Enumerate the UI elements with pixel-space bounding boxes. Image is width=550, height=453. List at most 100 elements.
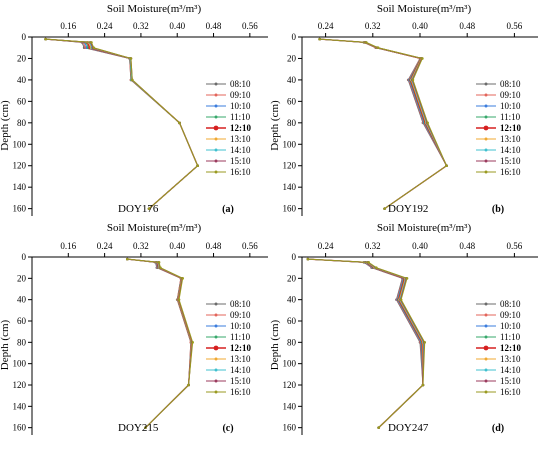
legend-label: 09:10 [230, 90, 251, 100]
legend-label: 10:10 [230, 101, 251, 111]
series-line-0910 [45, 38, 199, 210]
series-line-1310 [45, 38, 199, 210]
y-tick-label: 80 [287, 337, 297, 347]
x-tick-label: 0.48 [206, 241, 222, 251]
y-tick-label: 60 [17, 96, 27, 106]
chart-panel-2: Soil Moisture(m³/m³) 0.24 0.32 0.40 0.48 0.56… [269, 3, 538, 216]
legend-label: 09:10 [230, 310, 251, 320]
x-tick-label: 0.32 [133, 241, 149, 251]
legend-label: 13:10 [500, 134, 521, 144]
legend-label: 09:10 [500, 310, 521, 320]
legend-swatch-marker [484, 93, 488, 97]
y-tick-label: 80 [17, 337, 27, 347]
series-point [376, 46, 380, 50]
legend-swatch-marker [214, 148, 218, 152]
series-point [178, 121, 181, 125]
legend-label: 12:10 [500, 123, 521, 133]
x-tick-label: 0.16 [60, 241, 76, 251]
legend-swatch-marker [484, 324, 488, 328]
legend-swatch-marker [214, 357, 218, 361]
series-line-1610 [45, 38, 199, 210]
series-point [181, 277, 184, 280]
series-point [383, 207, 386, 210]
legend-label: 11:10 [230, 332, 251, 342]
doy-annotation: DOY215 [118, 422, 159, 434]
series-point [367, 261, 370, 264]
x-tick-label: 0.32 [365, 241, 381, 251]
legend-swatch-marker [484, 115, 488, 119]
legend-swatch-marker [484, 302, 488, 306]
y-axis-label: Depth (cm) [0, 319, 11, 370]
legend-swatch-marker [214, 93, 218, 97]
x-axis-title: Soil Moisture(m³/m³) [377, 3, 472, 15]
legend-swatch-marker [484, 148, 488, 152]
y-tick-label: 0 [22, 32, 27, 42]
legend-swatch-marker [214, 335, 218, 339]
legend-label: 16:10 [500, 167, 521, 177]
chart-panel-4: Soil Moisture(m³/m³) 0.24 0.32 0.40 0.48 0.56… [269, 222, 538, 435]
x-axis-title: Soil Moisture(m³/m³) [107, 222, 202, 234]
series-point [129, 57, 133, 60]
legend-swatch-marker [214, 313, 218, 317]
legend-swatch-marker [214, 379, 218, 383]
series-line-1410 [45, 38, 199, 210]
series-point [375, 266, 378, 269]
x-tick-label: 0.32 [365, 21, 381, 31]
x-tick-label: 0.24 [318, 241, 334, 251]
y-tick-label: 20 [17, 273, 27, 283]
y-tick-label: 160 [283, 204, 297, 214]
x-tick-label: 0.48 [459, 241, 475, 251]
legend-label: 12:10 [500, 343, 521, 353]
legend-label: 08:10 [230, 299, 251, 309]
series-point [157, 261, 161, 264]
x-tick-label: 0.56 [507, 241, 523, 251]
series-point [405, 277, 409, 280]
legend-swatch-marker [484, 137, 488, 141]
series-point [92, 46, 96, 50]
series-point [90, 41, 93, 44]
y-tick-label: 0 [292, 32, 297, 42]
legend-label: 13:10 [230, 354, 251, 364]
legend-label: 13:10 [500, 354, 521, 364]
series-line-1110 [45, 38, 199, 210]
series-line-1010 [45, 38, 199, 210]
series-point [426, 121, 429, 125]
legend-label: 16:10 [230, 387, 251, 397]
legend-swatch-marker [214, 159, 218, 163]
x-axis-title: Soil Moisture(m³/m³) [377, 222, 472, 234]
series-point [177, 298, 181, 301]
x-axis-title: Soil Moisture(m³/m³) [107, 3, 202, 15]
y-tick-label: 120 [283, 161, 297, 171]
panel-label: (c) [222, 423, 233, 434]
series-point [131, 78, 134, 82]
legend-swatch-marker [214, 137, 218, 141]
y-tick-label: 160 [13, 423, 27, 433]
x-tick-label: 0.32 [133, 21, 149, 31]
legend-label: 09:10 [500, 90, 521, 100]
legend-label: 15:10 [500, 376, 521, 386]
series-line-0810 [45, 38, 199, 210]
y-tick-label: 60 [287, 96, 297, 106]
y-tick-label: 40 [287, 295, 297, 305]
y-tick-label: 40 [17, 75, 27, 85]
y-tick-label: 100 [283, 139, 297, 149]
series-line-1510 [45, 38, 199, 210]
series-point [423, 341, 427, 344]
x-tick-label: 0.24 [318, 21, 334, 31]
legend-swatch-marker [484, 82, 488, 86]
y-tick-label: 140 [13, 401, 27, 411]
x-tick-label: 0.48 [459, 21, 475, 31]
legend-swatch-marker [484, 390, 488, 394]
series-line-1410 [307, 258, 425, 429]
series-point [159, 266, 162, 269]
legend-swatch-marker [484, 357, 488, 361]
y-tick-label: 0 [22, 252, 27, 262]
legend-label: 16:10 [500, 387, 521, 397]
series-line-1210 [45, 38, 199, 210]
legend-label: 15:10 [230, 156, 251, 166]
legend-label: 12:10 [230, 343, 251, 353]
series-point [365, 41, 368, 44]
legend-label: 10:10 [500, 101, 521, 111]
x-tick-label: 0.24 [97, 21, 113, 31]
